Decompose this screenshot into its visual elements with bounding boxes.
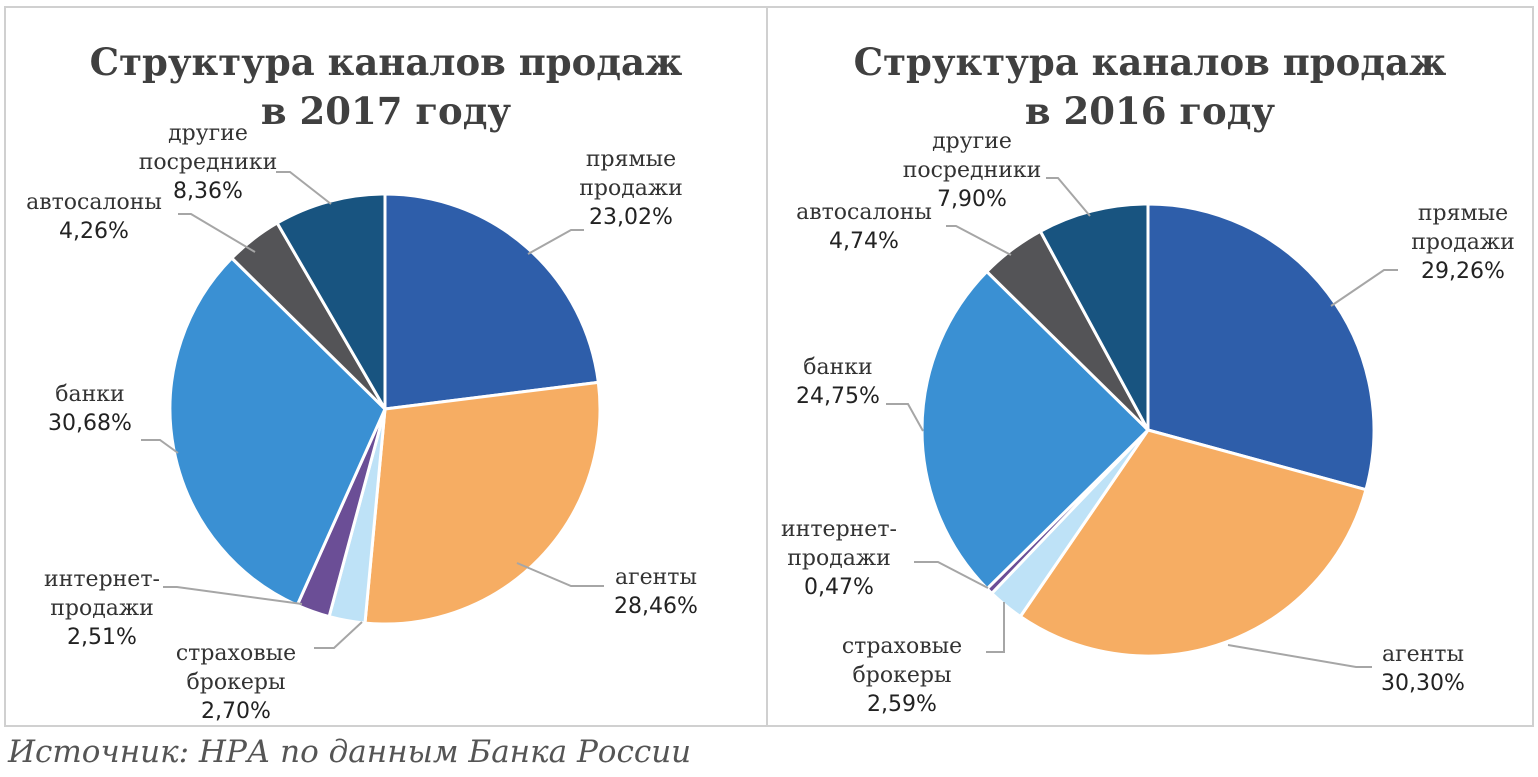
- slice-percent: 30,68%: [48, 411, 132, 436]
- slice-name: брокеры: [853, 663, 952, 688]
- slice-percent: 0,47%: [804, 575, 874, 600]
- pie-slice: [1146, 202, 1376, 492]
- slice-percent: 2,59%: [867, 692, 937, 717]
- slice-label: страховые брокеры 2,59%: [842, 634, 962, 717]
- slice-percent: 2,70%: [201, 699, 271, 724]
- slice-name: посредники: [139, 150, 278, 175]
- slice-label: прямые продажи 29,26%: [1411, 201, 1515, 284]
- slice-name: банки: [803, 355, 872, 380]
- slice-name: брокеры: [187, 670, 286, 695]
- leader-line: [946, 225, 1012, 256]
- slice-label: интернет-продажи 2,51%: [44, 567, 160, 650]
- pie-slice: [363, 380, 602, 626]
- slice-name: банки: [55, 382, 124, 407]
- leader-line: [141, 439, 179, 454]
- chart-title: Структура каналов продаж в 2017 году: [6, 38, 766, 136]
- slice-name: продажи: [579, 176, 683, 201]
- chart-title-line-1: Структура каналов продаж: [853, 40, 1447, 84]
- slice-name: интернет-: [781, 517, 897, 542]
- slice-name: прямые: [586, 147, 676, 172]
- slice-percent: 24,75%: [796, 384, 880, 409]
- slice-percent: 7,90%: [937, 187, 1007, 212]
- chart-title-line-1: Структура каналов продаж: [89, 40, 683, 84]
- chart-panel-2017: Структура каналов продаж в 2017 году пря…: [4, 6, 768, 727]
- leader-line: [914, 561, 989, 589]
- slice-percent: 4,74%: [829, 229, 899, 254]
- slice-name: страховые: [842, 634, 962, 659]
- slice-name: продажи: [787, 546, 891, 571]
- slice-name: другие: [168, 121, 248, 146]
- slice-label: другие посредники 8,36%: [139, 121, 278, 204]
- slice-percent: 30,30%: [1381, 671, 1465, 696]
- pie-chart-2016: прямые продажи 29,26% агенты 30,30% страховые…: [781, 129, 1515, 717]
- leader-line: [986, 602, 1005, 653]
- leader-line: [163, 586, 303, 605]
- leader-line: [276, 171, 332, 205]
- slice-name: интернет-: [44, 567, 160, 592]
- slice-name: посредники: [903, 158, 1042, 183]
- slice-label: автосалоны 4,74%: [796, 200, 932, 254]
- slice-percent: 8,36%: [173, 179, 243, 204]
- slice-name: автосалоны: [796, 200, 932, 225]
- chart-title-line-2: в 2016 году: [1024, 89, 1276, 133]
- pie-slice: [1018, 428, 1368, 658]
- pie-slice: [1038, 202, 1150, 432]
- slice-label: банки 24,75%: [796, 355, 880, 409]
- pie-slice: [383, 192, 600, 411]
- leader-line: [1046, 177, 1091, 217]
- chart-title-line-2: в 2017 году: [260, 89, 512, 133]
- slice-name: агенты: [615, 565, 697, 590]
- slice-percent: 28,46%: [614, 594, 698, 619]
- slice-label: прямые продажи 23,02%: [579, 147, 683, 230]
- leader-line: [178, 213, 256, 253]
- leader-line: [886, 403, 924, 432]
- source-note: Источник: НРА по данным Банка России: [8, 734, 692, 770]
- slice-label: автосалоны 4,26%: [26, 190, 162, 244]
- slice-name: страховые: [176, 641, 296, 666]
- slice-label: банки 30,68%: [48, 382, 132, 436]
- chart-panel-2016: Структура каналов продаж в 2016 году пря…: [766, 6, 1534, 727]
- leader-line: [516, 562, 604, 587]
- slice-percent: 4,26%: [59, 219, 129, 244]
- slice-label: агенты 30,30%: [1381, 642, 1465, 696]
- slice-name: продажи: [50, 596, 154, 621]
- slice-name: продажи: [1411, 230, 1515, 255]
- slice-label: страховые брокеры 2,70%: [176, 641, 296, 724]
- slice-percent: 23,02%: [589, 205, 673, 230]
- leader-line: [1330, 269, 1398, 307]
- slice-name: другие: [932, 129, 1012, 154]
- chart-title: Структура каналов продаж в 2016 году: [768, 38, 1532, 136]
- slice-label: другие посредники 7,90%: [903, 129, 1042, 212]
- pie-chart-2017: прямые продажи 23,02% агенты 28,46% страховые…: [26, 121, 698, 724]
- slice-name: агенты: [1382, 642, 1464, 667]
- slice-label: агенты 28,46%: [614, 565, 698, 619]
- slice-percent: 2,51%: [67, 625, 137, 650]
- slice-percent: 29,26%: [1421, 259, 1505, 284]
- leader-line: [314, 621, 363, 649]
- leader-line: [1227, 644, 1372, 668]
- slice-label: интернет-продажи 0,47%: [781, 517, 897, 600]
- leader-line: [527, 229, 584, 255]
- slice-name: автосалоны: [26, 190, 162, 215]
- slice-name: прямые: [1418, 201, 1508, 226]
